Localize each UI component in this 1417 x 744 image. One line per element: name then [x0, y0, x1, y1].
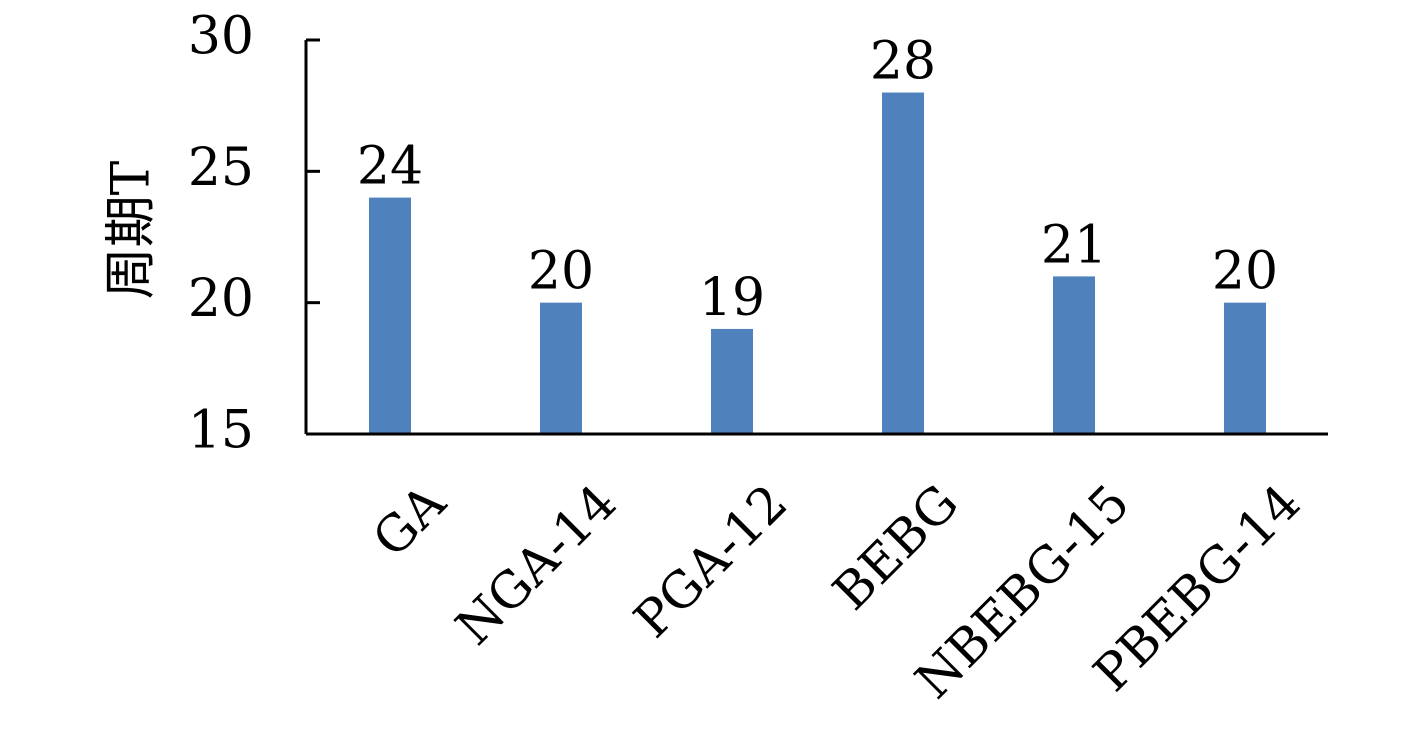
bar: [540, 302, 582, 434]
y-axis-label: 周期T: [102, 160, 162, 299]
bar-data-label: 20: [528, 242, 594, 302]
x-tick-label: GA: [362, 473, 457, 568]
bar: [369, 197, 411, 434]
y-tick-label: 30: [188, 7, 254, 67]
y-tick-label: 20: [188, 269, 254, 329]
x-tick-label: NGA-14: [445, 473, 628, 656]
y-tick-label: 15: [188, 401, 254, 461]
y-ticks: 15 20 25 30: [188, 7, 320, 461]
bar: [1224, 302, 1266, 434]
bar: [882, 92, 924, 435]
bar-data-label: 24: [357, 137, 423, 197]
bars: [369, 92, 1266, 435]
bar-data-label: 19: [699, 268, 765, 328]
x-tick-label: BEBG: [822, 473, 970, 621]
bar: [711, 328, 753, 434]
bar-data-label: 20: [1212, 242, 1278, 302]
x-tick-label: PGA-12: [623, 473, 799, 649]
data-labels: 24 20 19 28 21 20: [357, 32, 1278, 328]
bar-data-label: 21: [1041, 215, 1107, 275]
y-tick-label: 25: [188, 138, 254, 198]
bar-data-label: 28: [870, 32, 936, 92]
bar: [1053, 276, 1095, 434]
